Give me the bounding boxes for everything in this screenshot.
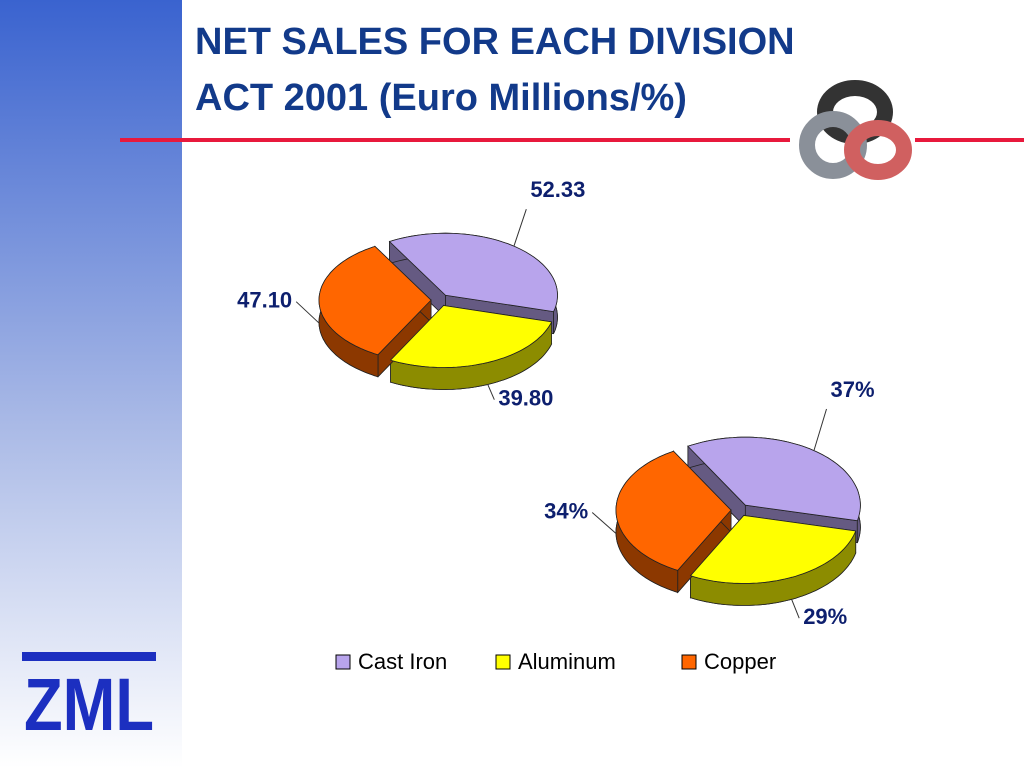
leader-line [813,408,827,451]
legend-swatch [681,654,697,670]
legend-label: Copper [704,649,776,674]
legend-swatch [495,654,511,670]
value-label: 37% [831,377,875,402]
leader-line [513,209,527,247]
slice [689,515,857,584]
value-label: 39.80 [498,386,553,411]
slice [388,232,558,313]
value-label: 52.33 [530,177,585,202]
legend-label: Cast Iron [358,649,447,674]
leader-line [295,301,320,324]
legend-label: Aluminum [518,649,616,674]
legend-swatch [335,654,351,670]
leader-line [591,512,617,534]
title-line: ACT 2001 (Euro Millions/%) [195,77,687,119]
value-label: 34% [544,498,588,523]
leader-line [487,384,495,400]
slice [615,450,732,571]
value-label: 29% [803,604,847,629]
title-line: NET SALES FOR EACH DIVISION [195,21,795,63]
slice [687,436,861,522]
slice [318,245,432,356]
logo-text: ZML [24,663,154,746]
value-label: 47.10 [237,288,292,313]
charts: 52.33 39.80 47.10 Cast Iron Aluminum Copper 37… [237,177,874,674]
side-band [0,0,182,768]
rings-logo [799,80,912,180]
slice [389,305,553,368]
logo-bar [22,652,156,661]
leader-line [791,599,800,619]
